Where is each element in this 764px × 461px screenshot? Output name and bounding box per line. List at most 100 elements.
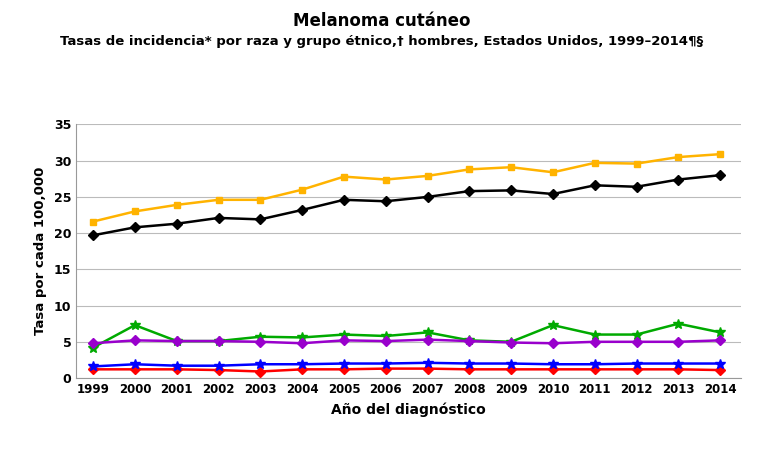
Blancos [590,160,599,165]
Negros [465,366,474,372]
Todas las razas [590,183,599,188]
A/IP [507,361,516,366]
IA/NA [465,337,474,343]
A/IP [172,363,181,368]
Hispanos [89,341,98,346]
IA/NA [632,332,641,337]
IA/NA [89,345,98,350]
Line: Todas las razas: Todas las razas [89,171,724,239]
Legend: Todas las razas, Blancos, Negros, A/IP, IA/NA, Hispanos: Todas las razas, Blancos, Negros, A/IP, … [127,460,691,461]
Negros [381,366,390,372]
A/IP [339,361,348,366]
Hispanos [381,338,390,344]
Todas las razas [381,199,390,204]
Todas las razas [674,177,683,182]
Blancos [549,170,558,175]
Negros [507,366,516,372]
Y-axis label: Tasa por cada 100,000: Tasa por cada 100,000 [34,167,47,336]
Blancos [465,166,474,172]
Negros [339,366,348,372]
Hispanos [716,337,725,343]
Negros [172,366,181,372]
Hispanos [549,341,558,346]
Blancos [716,151,725,157]
A/IP [549,361,558,367]
A/IP [256,361,265,367]
A/IP [131,361,140,367]
Hispanos [131,337,140,343]
IA/NA [381,333,390,339]
Todas las razas [632,184,641,189]
A/IP [674,361,683,366]
Blancos [256,197,265,202]
Negros [549,366,558,372]
Blancos [674,154,683,160]
Negros [716,367,725,373]
Hispanos [339,337,348,343]
A/IP [423,360,432,366]
IA/NA [590,332,599,337]
Text: Melanoma cutáneo: Melanoma cutáneo [293,12,471,30]
A/IP [214,363,223,368]
Negros [131,366,140,372]
Negros [214,367,223,373]
Hispanos [465,338,474,344]
IA/NA [131,322,140,328]
IA/NA [674,321,683,326]
Negros [89,366,98,372]
Hispanos [632,339,641,344]
A/IP [465,361,474,366]
A/IP [716,361,725,366]
Line: Hispanos: Hispanos [89,336,724,347]
Todas las razas [214,215,223,221]
A/IP [297,361,306,367]
Blancos [339,174,348,179]
Blancos [89,219,98,225]
Todas las razas [465,189,474,194]
A/IP [590,361,599,367]
A/IP [381,361,390,366]
IA/NA [507,339,516,344]
Blancos [131,209,140,214]
Negros [297,366,306,372]
Negros [590,366,599,372]
Todas las razas [716,172,725,178]
X-axis label: Año del diagnóstico: Año del diagnóstico [332,403,486,417]
Todas las razas [549,191,558,197]
Blancos [507,165,516,170]
Text: Tasas de incidencia* por raza y grupo étnico,† hombres, Estados Unidos, 1999–201: Tasas de incidencia* por raza y grupo ét… [60,35,704,47]
Todas las razas [297,207,306,213]
Line: Negros: Negros [89,365,724,375]
Todas las razas [89,232,98,238]
Blancos [423,173,432,179]
Negros [256,369,265,374]
IA/NA [339,332,348,337]
Hispanos [423,337,432,343]
Blancos [214,197,223,202]
Todas las razas [339,197,348,202]
Blancos [172,202,181,207]
Todas las razas [256,217,265,222]
Line: IA/NA: IA/NA [89,319,725,353]
Hispanos [674,339,683,344]
Hispanos [172,338,181,344]
Todas las razas [172,221,181,226]
IA/NA [549,322,558,328]
Blancos [632,161,641,166]
Hispanos [214,338,223,344]
Line: A/IP: A/IP [89,358,725,371]
Todas las razas [423,194,432,200]
IA/NA [297,335,306,340]
IA/NA [172,338,181,344]
IA/NA [214,338,223,344]
Hispanos [507,340,516,345]
Todas las razas [507,188,516,193]
Blancos [381,177,390,182]
Hispanos [590,339,599,344]
IA/NA [256,334,265,339]
IA/NA [716,330,725,335]
Negros [423,366,432,372]
Todas las razas [131,225,140,230]
Blancos [297,187,306,192]
A/IP [89,364,98,369]
